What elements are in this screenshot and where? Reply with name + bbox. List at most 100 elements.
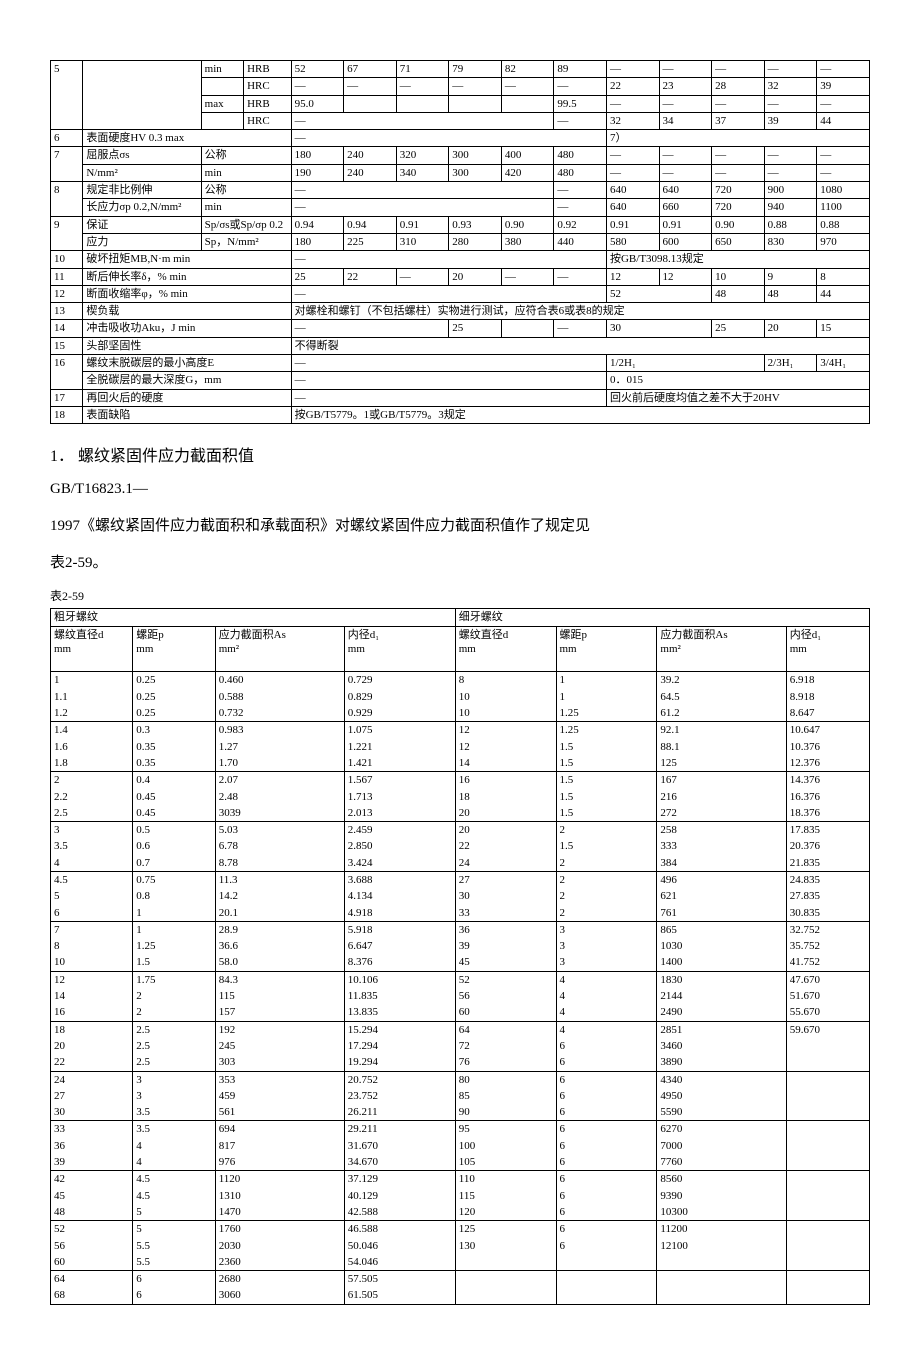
cell: 5590 (657, 1104, 786, 1121)
cell: — (817, 95, 870, 112)
table-row: 10破坏扭矩MB,N·m min—按GB/T3098.13规定 (51, 251, 870, 268)
cell: 1400 (657, 954, 786, 971)
cell: N/mm² (83, 164, 201, 181)
cell: 回火前后硬度均值之差不大于20HV (606, 389, 869, 406)
table-row: 11断后伸长率δ，% min2522—20——12121098 (51, 268, 870, 285)
cell: 580 (606, 233, 659, 250)
cell: 0.91 (606, 216, 659, 233)
cell: 24.835 (786, 871, 869, 888)
cell: 2.013 (344, 805, 455, 822)
cell: 2 (51, 772, 133, 789)
properties-table: 5minHRB526771798289—————HRC——————2223283… (50, 60, 870, 424)
cell: 3 (133, 1088, 215, 1104)
cell: 2 (556, 871, 657, 888)
table-row: 565.5203050.046130612100 (51, 1238, 870, 1254)
cell: 1470 (215, 1204, 344, 1221)
cell: — (764, 61, 817, 78)
cell: 420 (501, 164, 554, 181)
cell (556, 1254, 657, 1271)
cell: 0.983 (215, 722, 344, 739)
cell: 规定非比例伸 (83, 182, 201, 199)
cell: 120 (455, 1204, 556, 1221)
cell: 按GB/T3098.13规定 (606, 251, 869, 268)
cell: Sp，N/mm² (201, 233, 291, 250)
cell: — (554, 320, 607, 337)
cell: 0.829 (344, 689, 455, 705)
cell: — (501, 78, 554, 95)
cell: 105 (455, 1154, 556, 1171)
cell: 10300 (657, 1204, 786, 1221)
cell: 99.5 (554, 95, 607, 112)
table-row: 6表面硬度HV 0.3 max—7） (51, 130, 870, 147)
cell: 断面收缩率φ，% min (83, 285, 291, 302)
cell: 20.1 (215, 905, 344, 922)
cell: — (659, 164, 712, 181)
cell: 1.5 (556, 789, 657, 805)
cell: 32.752 (786, 921, 869, 938)
cell (657, 1254, 786, 1271)
cell: 2 (556, 888, 657, 904)
cell: 0.588 (215, 689, 344, 705)
cell: 0．015 (606, 372, 869, 389)
cell: 258 (657, 822, 786, 839)
section-heading: 1． 螺纹紧固件应力截面积值 (50, 442, 870, 466)
cell: 79 (449, 61, 502, 78)
cell: 480 (554, 164, 607, 181)
cell: 9390 (657, 1188, 786, 1204)
cell: 1.421 (344, 755, 455, 772)
cell: 650 (712, 233, 765, 250)
cell: 6 (556, 1238, 657, 1254)
cell: 14.2 (215, 888, 344, 904)
cell: 272 (657, 805, 786, 822)
table-row: 646268057.505 (51, 1271, 870, 1288)
cell: — (554, 199, 607, 216)
cell: 37.129 (344, 1171, 455, 1188)
cell: 48 (764, 285, 817, 302)
cell: 300 (449, 164, 502, 181)
cell: 72 (455, 1038, 556, 1054)
table-row: 50.814.24.13430262127.835 (51, 888, 870, 904)
cell: 6 (133, 1271, 215, 1288)
cell (657, 1271, 786, 1288)
table-row: 485147042.588120610300 (51, 1204, 870, 1221)
cell: 51.670 (786, 988, 869, 1004)
cell (786, 1104, 869, 1121)
cell: 4.5 (51, 871, 133, 888)
cell (786, 1038, 869, 1054)
cell: 0.91 (396, 216, 449, 233)
col-header: 应力截面积Asmm² (657, 626, 786, 672)
cell: — (291, 130, 606, 147)
table-row: 1.10.250.5880.82910164.58.918 (51, 689, 870, 705)
cell: 130 (455, 1238, 556, 1254)
table-row: N/mm²min190240340300420480————— (51, 164, 870, 181)
cell: — (659, 147, 712, 164)
cell: 12 (51, 285, 83, 302)
cell: 1.5 (556, 805, 657, 822)
cell: 1.221 (344, 739, 455, 755)
cell: 20 (51, 1038, 133, 1054)
cell: 2.5 (133, 1054, 215, 1071)
cell: 28.9 (215, 921, 344, 938)
cell: 52 (51, 1221, 133, 1238)
cell: — (817, 164, 870, 181)
cell: 1 (133, 921, 215, 938)
cell: HRC (244, 78, 292, 95)
cell: 1.5 (133, 954, 215, 971)
table-row: 333.569429.2119566270 (51, 1121, 870, 1138)
cell: 4 (556, 971, 657, 988)
cell: — (764, 164, 817, 181)
cell (786, 1221, 869, 1238)
cell: 60 (51, 1254, 133, 1271)
cell: 3 (133, 1071, 215, 1088)
cell: 3.688 (344, 871, 455, 888)
cell: 12 (51, 971, 133, 988)
cell: 4 (51, 855, 133, 872)
cell: 12 (659, 268, 712, 285)
cell: 6 (556, 1221, 657, 1238)
cell (786, 1254, 869, 1271)
cell: 167 (657, 772, 786, 789)
table-row: 3.50.66.782.850221.533320.376 (51, 838, 870, 854)
table-row: 525176046.588125611200 (51, 1221, 870, 1238)
cell: 3039 (215, 805, 344, 822)
cell: 10.106 (344, 971, 455, 988)
